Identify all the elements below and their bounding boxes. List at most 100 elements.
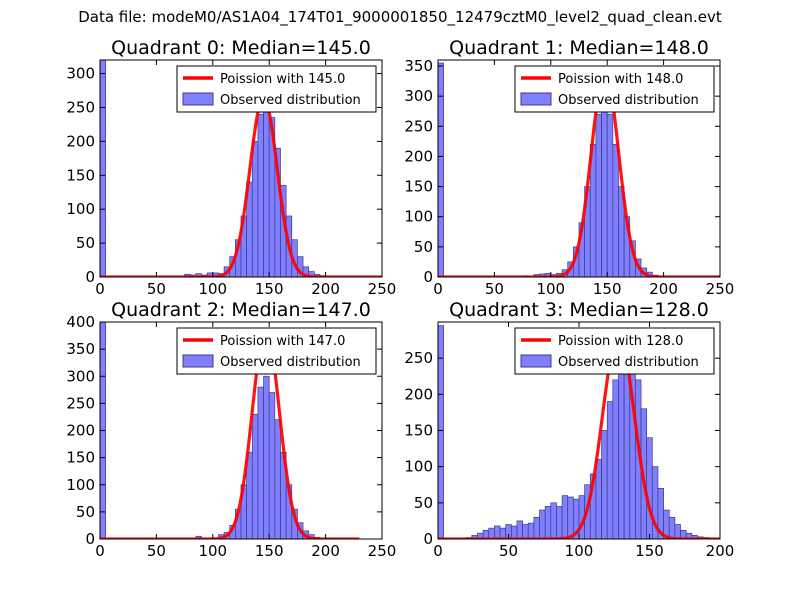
y-tick-label: 400 [66, 313, 95, 331]
x-tick-label: 250 [706, 280, 735, 298]
panel-title: Quadrant 1: Median=148.0 [449, 37, 709, 59]
histogram-bar [606, 401, 614, 539]
y-tick-label: 250 [66, 394, 95, 412]
histogram-bar [646, 437, 653, 539]
histogram-bar [556, 506, 563, 539]
legend-label: Observed distribution [558, 355, 699, 370]
panel-title: Quadrant 2: Median=147.0 [111, 299, 371, 321]
quadrant-3-panel: 0 50 100 150 200 0 50 100 150 200 250 Quadrant 3: M… [404, 299, 734, 560]
histogram-bar [499, 527, 507, 539]
y-tick-label: 150 [66, 166, 95, 184]
histogram-bar [251, 141, 259, 277]
y-tick-label: 200 [66, 422, 95, 440]
legend-label: Poission with 145.0 [220, 72, 345, 87]
legend-bar-swatch [182, 354, 214, 368]
x-tick-label: 150 [635, 542, 664, 560]
x-tick-label: 0 [433, 280, 443, 298]
legend: Poission with 148.0 Observed distribution [514, 65, 715, 113]
plot-area [438, 62, 720, 277]
histogram-bar [674, 524, 681, 539]
figure-title: Data file: modeM0/AS1A04_174T01_90000018… [78, 8, 722, 26]
histogram-bar [612, 379, 619, 539]
histogram-bar [522, 524, 529, 539]
y-tick-label: 350 [404, 57, 433, 75]
histogram-bar [494, 525, 501, 539]
y-tick-label: 0 [423, 530, 433, 548]
legend: Poission with 145.0 Observed distribution [176, 65, 377, 113]
x-tick-label: 200 [311, 542, 340, 560]
x-tick-label: 100 [198, 280, 227, 298]
legend-label: Poission with 147.0 [220, 334, 345, 349]
legend: Poission with 147.0 Observed distribution [176, 327, 377, 375]
x-tick-label: 200 [311, 280, 340, 298]
legend-label: Poission with 148.0 [558, 72, 683, 87]
histogram-bar [544, 506, 552, 539]
plot-area [438, 325, 720, 539]
histogram-bar [488, 527, 495, 539]
y-tick-label: 350 [66, 340, 95, 358]
y-tick-label: 50 [414, 238, 433, 256]
histogram-bar [510, 525, 518, 539]
histogram-bar [539, 509, 546, 539]
histogram-bar [618, 357, 625, 539]
y-tick-label: 200 [404, 147, 433, 165]
y-tick-label: 250 [66, 98, 95, 116]
y-tick-label: 100 [66, 476, 95, 494]
x-tick-label: 200 [649, 280, 678, 298]
x-tick-label: 0 [433, 542, 443, 560]
y-tick-label: 0 [423, 268, 433, 286]
histogram-bar [612, 144, 619, 277]
y-tick-label: 300 [66, 65, 95, 83]
y-tick-label: 50 [414, 494, 433, 512]
quadrant-0-panel: 0 50 100 150 200 250 0 50 100 150 200 250 300 Quadran… [66, 37, 396, 298]
y-tick-label: 150 [404, 422, 433, 440]
histogram-bar [251, 413, 259, 539]
legend-label: Observed distribution [558, 93, 699, 108]
x-tick-label: 150 [255, 280, 284, 298]
x-tick-label: 250 [368, 280, 397, 298]
x-tick-label: 200 [706, 542, 735, 560]
y-tick-label: 300 [66, 367, 95, 385]
legend-label: Observed distribution [220, 93, 361, 108]
quadrant-1-panel: 0 50 100 150 200 250 0 50 100 150 200 250 300 350 Quad… [404, 37, 734, 298]
x-tick-label: 100 [565, 542, 594, 560]
x-tick-label: 50 [485, 280, 504, 298]
histogram-bar [274, 419, 281, 539]
y-tick-label: 300 [404, 87, 433, 105]
histogram-bar [601, 430, 608, 539]
histogram-bar [516, 520, 523, 539]
y-tick-label: 100 [404, 458, 433, 476]
poisson-curve [438, 333, 720, 539]
poisson-curve [100, 95, 382, 277]
axes-frame [437, 59, 721, 278]
x-tick-label: 50 [147, 542, 166, 560]
x-tick-label: 100 [536, 280, 565, 298]
histogram-bar [567, 496, 574, 539]
legend-bar-swatch [520, 354, 552, 368]
legend-label: Poission with 128.0 [558, 334, 683, 349]
y-tick-label: 100 [404, 208, 433, 226]
histogram-bar [595, 113, 602, 277]
x-tick-label: 250 [368, 542, 397, 560]
histogram-bar [595, 459, 602, 539]
y-tick-label: 0 [85, 268, 95, 286]
y-tick-label: 250 [404, 349, 433, 367]
histogram-bar [438, 62, 444, 277]
x-tick-label: 50 [147, 280, 166, 298]
panel-title: Quadrant 0: Median=145.0 [111, 37, 371, 59]
axes-frame [99, 59, 383, 278]
legend: Poission with 128.0 Observed distribution [514, 327, 715, 375]
x-tick-label: 50 [499, 542, 518, 560]
x-tick-label: 0 [95, 542, 105, 560]
histogram-bar [268, 392, 276, 539]
histogram-bar [668, 516, 676, 539]
histogram-bar [257, 386, 264, 539]
legend-bar-swatch [182, 92, 214, 106]
y-tick-label: 250 [404, 117, 433, 135]
y-tick-label: 50 [76, 503, 95, 521]
quadrant-2-panel: 0 50 100 150 200 250 0 50 100 150 200 250 300 350 400 Q… [66, 299, 396, 560]
histogram-bar [527, 522, 535, 539]
y-tick-label: 200 [404, 385, 433, 403]
x-tick-label: 150 [255, 542, 284, 560]
